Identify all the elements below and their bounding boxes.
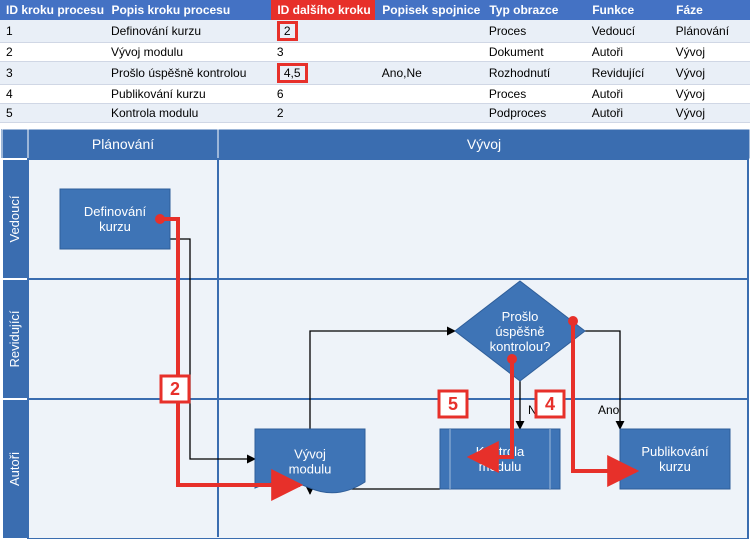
cell-phase: Vývoj [670,104,750,123]
cell-func: Revidující [586,62,670,85]
table-row: 2Vývoj modulu3 DokumentAutořiVývoj [0,43,750,62]
cell-shape: Dokument [483,43,586,62]
next-id-highlight: 2 [277,21,298,41]
shape-label: modulu [479,459,522,474]
cell-shape: Rozhodnutí [483,62,586,85]
lane-body-revidujici [28,279,748,399]
cell-next: 2 [271,20,376,43]
shape-label: Vývoj [294,447,326,462]
col-func: Funkce [586,0,670,20]
col-conn: Popisek spojnice [376,0,483,20]
cell-desc: Publikování kurzu [105,85,271,104]
cell-conn [376,20,483,43]
edge-label: Ano [598,403,620,417]
callout-number: 2 [170,379,180,399]
callout-arrow-origin [155,214,165,224]
next-id-highlight: 4,5 [277,63,308,83]
table-header-row: ID kroku procesuPopis kroku procesuID da… [0,0,750,20]
col-next: ID dalšího kroku [271,0,376,20]
cell-func: Autoři [586,104,670,123]
corner-cell [2,129,28,159]
shape-pub: Publikováníkurzu [620,429,730,489]
process-table: ID kroku procesuPopis kroku procesuID da… [0,0,750,123]
shape-label: Definování [84,204,147,219]
shape-def: Definováníkurzu [60,189,170,249]
cell-desc: Kontrola modulu [105,104,271,123]
cell-func: Autoři [586,85,670,104]
cell-next: 3 [271,43,376,62]
lane-label-vedouci: Vedoucí [7,195,22,242]
callout-arrow-origin [568,316,578,326]
cell-desc: Definování kurzu [105,20,271,43]
cell-id: 1 [0,20,105,43]
cell-next: 6 [271,85,376,104]
shape-label: kurzu [99,219,131,234]
callout-arrow-origin [507,354,517,364]
cell-phase: Vývoj [670,43,750,62]
shape-label: Prošlo [502,309,539,324]
col-phase: Fáze [670,0,750,20]
table-row: 5Kontrola modulu2 PodprocesAutořiVývoj [0,104,750,123]
cell-id: 5 [0,104,105,123]
cell-next: 4,5 [271,62,376,85]
col-id: ID kroku procesu [0,0,105,20]
phase-label-vyvoj: Vývoj [467,136,501,152]
swimlane-diagram: PlánováníVývojVedoucíRevidujícíAutořiNeA… [0,129,750,539]
shape-label: Publikování [641,444,709,459]
cell-id: 2 [0,43,105,62]
cell-phase: Vývoj [670,62,750,85]
col-shape: Typ obrazce [483,0,586,20]
cell-phase: Vývoj [670,85,750,104]
cell-shape: Podproces [483,104,586,123]
callout-number: 4 [545,394,555,414]
cell-shape: Proces [483,20,586,43]
cell-shape: Proces [483,85,586,104]
cell-next: 2 [271,104,376,123]
callout-number: 5 [448,394,458,414]
cell-conn [376,43,483,62]
phase-label-plan: Plánování [92,136,154,152]
table-row: 1Definování kurzu 2 ProcesVedoucíPlánování [0,20,750,43]
shape-label: modulu [289,462,332,477]
cell-func: Vedoucí [586,20,670,43]
cell-id: 4 [0,85,105,104]
cell-conn [376,85,483,104]
cell-func: Autoři [586,43,670,62]
table-row: 4Publikování kurzu6 ProcesAutořiVývoj [0,85,750,104]
shape-label: kontrolou? [490,339,551,354]
cell-desc: Prošlo úspěšně kontrolou [105,62,271,85]
table-row: 3Prošlo úspěšně kontrolou 4,5 Ano,NeRozhod… [0,62,750,85]
shape-label: úspěšně [495,324,544,339]
lane-label-revidujici: Revidující [7,310,22,367]
shape-label: kurzu [659,459,691,474]
cell-conn [376,104,483,123]
cell-desc: Vývoj modulu [105,43,271,62]
cell-id: 3 [0,62,105,85]
cell-conn: Ano,Ne [376,62,483,85]
lane-label-autori: Autoři [7,452,22,486]
col-desc: Popis kroku procesu [105,0,271,20]
cell-phase: Plánování [670,20,750,43]
